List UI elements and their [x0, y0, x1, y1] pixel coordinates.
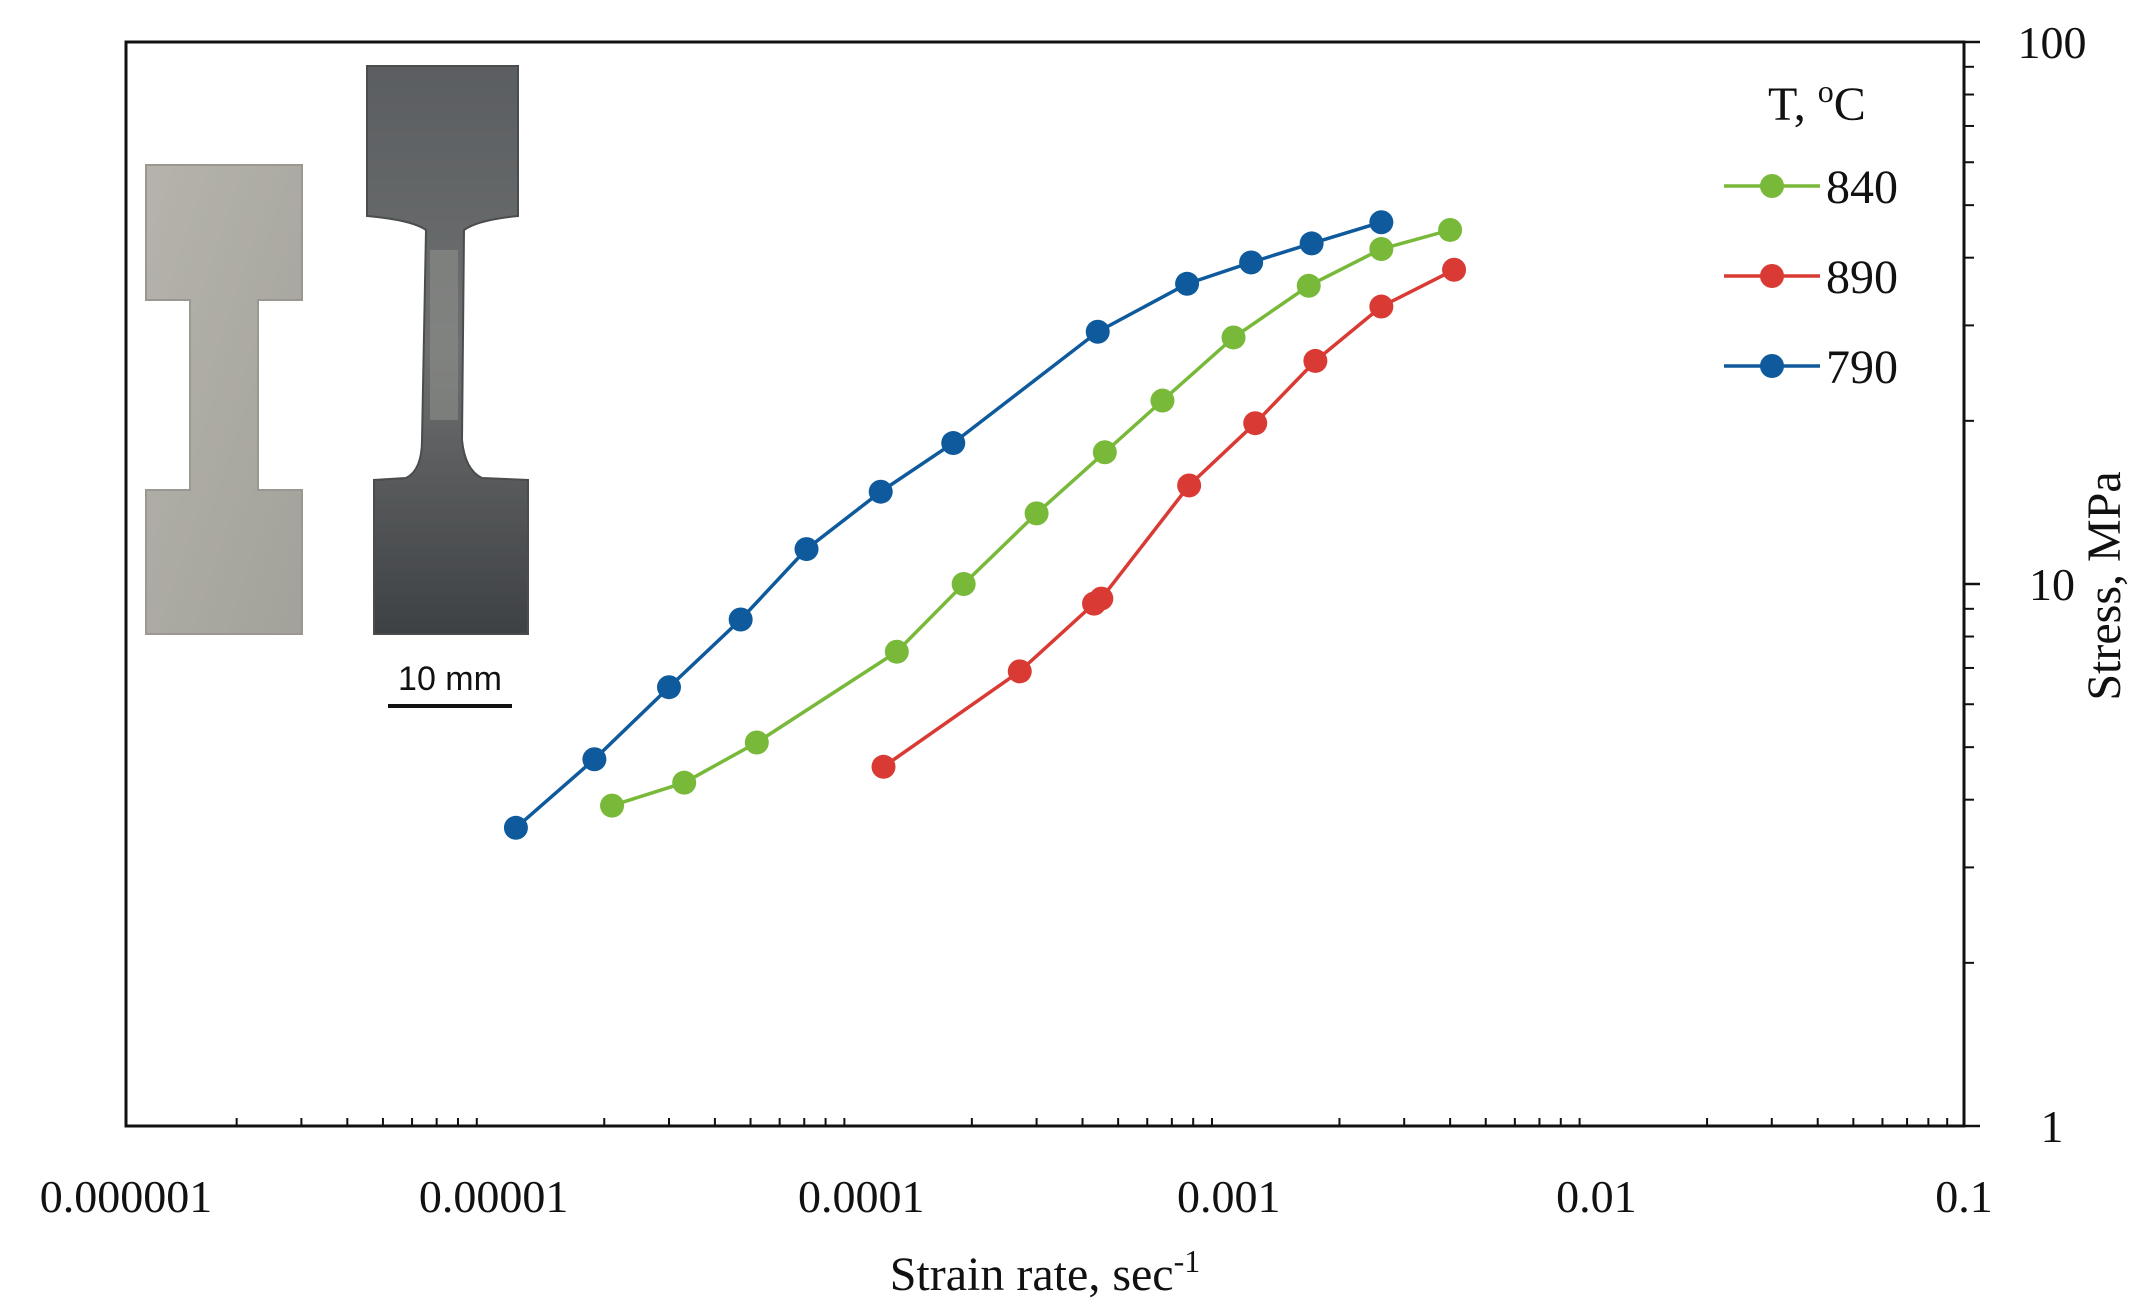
- data-point-790: [728, 607, 753, 632]
- data-point-840: [1296, 273, 1321, 298]
- data-point-840: [672, 770, 697, 795]
- legend-marker: [1760, 264, 1784, 288]
- y-axis-title: Stress, MPa: [2078, 471, 2131, 700]
- data-point-840: [1369, 237, 1394, 262]
- y-axis-tick-labels: 1 10 100: [2018, 17, 2087, 1152]
- legend-item-840: 840: [1724, 161, 1898, 214]
- y-tick-label: 10: [2029, 559, 2075, 610]
- legend-label: 840: [1826, 161, 1898, 214]
- x-tick-label: 0.01: [1556, 1171, 1637, 1222]
- data-point-790: [868, 479, 893, 504]
- series-line-840: [611, 228, 1451, 808]
- data-point-890: [1177, 473, 1202, 498]
- data-point-790: [1299, 231, 1324, 256]
- data-point-790: [582, 747, 607, 772]
- x-axis-title: Strain rate, sec-1: [890, 1243, 1201, 1301]
- x-tick-label: 0.000001: [40, 1171, 213, 1222]
- data-point-890: [1007, 659, 1032, 684]
- data-point-840: [1092, 440, 1117, 465]
- data-point-840: [600, 793, 625, 818]
- series-840: [600, 217, 1463, 818]
- data-point-790: [794, 537, 819, 562]
- data-point-890: [1442, 257, 1467, 282]
- series-890: [871, 257, 1467, 779]
- y-tick-label: 100: [2018, 17, 2087, 68]
- scale-bar-label: 10 mm: [398, 660, 502, 698]
- undeformed-specimen: [145, 164, 303, 635]
- data-point-840: [951, 572, 976, 596]
- data-point-840: [1150, 388, 1175, 413]
- series-line-890: [882, 268, 1455, 769]
- series-layer: [503, 210, 1467, 840]
- legend-marker: [1760, 174, 1784, 198]
- specimen-photo-inset: 10 mm: [145, 65, 529, 708]
- legend-label: 890: [1826, 251, 1898, 304]
- data-point-840: [884, 639, 909, 664]
- data-point-890: [1369, 294, 1394, 319]
- x-axis-tick-labels: 0.000001 0.00001 0.0001 0.001 0.01 0.1: [40, 1171, 1993, 1222]
- data-point-890: [1089, 586, 1114, 611]
- legend: T, oC 840 890 790: [1724, 73, 1898, 394]
- data-point-840: [744, 730, 769, 755]
- deformed-specimen-gauge-highlight: [430, 250, 458, 420]
- x-tick-label: 0.0001: [798, 1171, 925, 1222]
- data-point-790: [1085, 319, 1110, 344]
- data-point-840: [1438, 217, 1463, 242]
- data-point-790: [503, 815, 528, 840]
- legend-title: T, oC: [1768, 73, 1866, 131]
- legend-item-890: 890: [1724, 251, 1898, 304]
- legend-marker: [1760, 354, 1784, 378]
- data-point-790: [941, 431, 966, 456]
- legend-item-790: 790: [1724, 341, 1898, 394]
- y-tick-label: 1: [2041, 1101, 2064, 1152]
- x-tick-label: 0.001: [1177, 1171, 1281, 1222]
- y-axis-ticks: [1964, 40, 1980, 1128]
- x-tick-label: 0.00001: [419, 1171, 569, 1222]
- legend-items: 840 890 790: [1724, 161, 1898, 394]
- data-point-890: [871, 754, 896, 779]
- series-790: [503, 210, 1394, 840]
- series-line-790: [514, 220, 1382, 830]
- x-axis-ticks: [235, 1118, 1949, 1126]
- data-point-890: [1303, 348, 1328, 373]
- data-point-790: [1239, 250, 1264, 275]
- data-point-790: [1369, 210, 1394, 235]
- data-point-890: [1243, 411, 1268, 436]
- legend-label: 790: [1826, 341, 1898, 394]
- data-point-790: [1175, 271, 1200, 296]
- data-point-840: [1221, 325, 1246, 350]
- x-tick-label: 0.1: [1935, 1171, 1993, 1222]
- data-point-840: [1024, 501, 1049, 526]
- data-point-790: [656, 675, 681, 700]
